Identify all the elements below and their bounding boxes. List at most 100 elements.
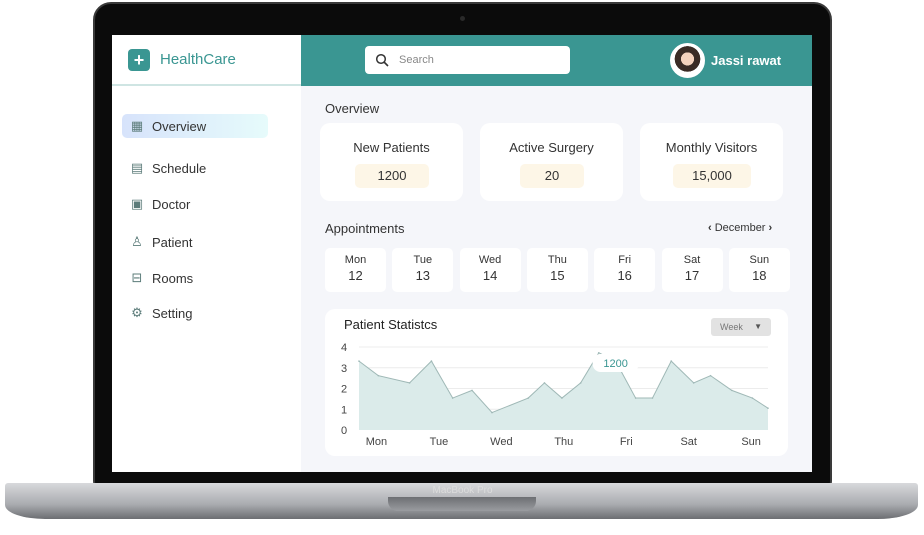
app-screen: + HealthCare ▦ Overview ▤ Schedule ▣ Doctor…	[112, 35, 812, 472]
data-point	[430, 360, 433, 362]
day-card-thu[interactable]: Thu 15	[526, 248, 588, 292]
day-name: Sun	[749, 254, 770, 266]
laptop-notch	[388, 497, 536, 511]
search-input[interactable]: Search	[365, 46, 570, 74]
data-point	[491, 411, 493, 414]
day-card-fri[interactable]: Fri 16	[594, 248, 656, 292]
sidebar-item-label: Schedule	[152, 160, 207, 176]
chart-title: Patient Statistcs	[344, 317, 438, 332]
brand: + HealthCare	[112, 35, 301, 86]
stat-label: Monthly Visitors	[665, 140, 758, 155]
data-point	[471, 389, 473, 392]
day-date: 18	[752, 268, 767, 283]
camera	[460, 16, 465, 21]
sidebar-item-label: Setting	[152, 305, 193, 321]
data-point	[634, 397, 637, 399]
sidebar-item-doctor[interactable]: ▣ Doctor	[122, 192, 268, 216]
sidebar-item-label: Overview	[152, 118, 207, 134]
day-date: 15	[550, 268, 565, 283]
x-tick-label: Sat	[680, 436, 697, 448]
day-card-sat[interactable]: Sat 17	[661, 248, 723, 292]
caret-down-icon: ▼	[754, 322, 762, 331]
day-name: Fri	[618, 254, 632, 266]
stat-value: 15,000	[673, 164, 751, 188]
sidebar-item-schedule[interactable]: ▤ Schedule	[122, 156, 268, 180]
sidebar-item-overview[interactable]: ▦ Overview	[122, 114, 268, 138]
day-date: 13	[415, 268, 431, 283]
x-tick-label: Tue	[430, 436, 449, 448]
data-point	[730, 389, 733, 392]
sidebar-item-label: Patient	[152, 234, 193, 250]
patient-statistics-card: Patient Statistcs Week ▼ 0 1 2 3 4 Mon Tue Wed Th…	[325, 309, 788, 456]
avatar[interactable]	[670, 43, 705, 78]
search-icon	[375, 53, 389, 67]
area-chart: 0 1 2 3 4 Mon Tue Wed Thu Fri Sat Sun 1200	[341, 342, 769, 448]
top-header: Search Jassi rawat	[301, 35, 812, 86]
user-name[interactable]: Jassi rawat	[711, 53, 782, 68]
day-date: 17	[684, 268, 700, 283]
gear-icon: ⚙	[131, 305, 143, 320]
day-name: Mon	[344, 254, 367, 266]
day-date: 14	[482, 268, 498, 283]
month-label: December	[714, 222, 766, 234]
clipboard-icon: ▣	[130, 196, 144, 211]
x-tick-label: Sun	[741, 436, 761, 448]
day-name: Tue	[413, 254, 433, 266]
day-date: 16	[617, 268, 632, 283]
plus-icon: +	[128, 49, 150, 71]
data-point	[651, 397, 654, 399]
data-point	[709, 374, 712, 377]
data-point	[451, 397, 454, 399]
x-tick-label: Thu	[554, 436, 573, 448]
day-date: 12	[348, 268, 363, 283]
x-tick-label: Mon	[366, 436, 387, 448]
sidebar-item-setting[interactable]: ⚙ Setting	[122, 301, 268, 325]
brand-name: HealthCare	[160, 51, 236, 68]
sidebar-item-rooms[interactable]: ⊟ Rooms	[122, 266, 268, 290]
x-tick-label: Wed	[490, 436, 512, 448]
chevron-right-icon[interactable]: ›	[768, 222, 773, 234]
day-card-sun[interactable]: Sun 18	[728, 248, 790, 292]
day-card-mon[interactable]: Mon 12	[325, 248, 386, 292]
day-card-tue[interactable]: Tue 13	[392, 248, 454, 292]
device-label: MacBook Pro	[432, 485, 493, 496]
day-card-wed[interactable]: Wed 14	[459, 248, 521, 292]
stat-card-active-surgery: Active Surgery 20	[480, 123, 623, 201]
data-point	[561, 397, 563, 399]
data-point	[543, 382, 546, 384]
data-point	[408, 382, 411, 384]
y-tick-label: 1	[341, 404, 347, 416]
data-point	[358, 360, 360, 362]
period-value: Week	[720, 322, 743, 332]
grid-icon: ▦	[130, 118, 144, 133]
sidebar-item-patient[interactable]: ♙ Patient	[122, 230, 268, 254]
month-selector[interactable]: ‹ December ›	[708, 222, 772, 234]
data-point	[527, 397, 530, 399]
y-tick-label: 4	[341, 342, 347, 354]
y-tick-label: 0	[341, 425, 347, 437]
sidebar: + HealthCare ▦ Overview ▤ Schedule ▣ Doctor…	[112, 35, 301, 472]
data-point	[767, 407, 769, 410]
stat-card-new-patients: New Patients 1200	[320, 123, 463, 201]
period-dropdown[interactable]: Week ▼	[711, 318, 771, 336]
data-point	[579, 382, 582, 384]
sidebar-item-label: Doctor	[152, 196, 191, 212]
stat-label: Active Surgery	[509, 140, 594, 155]
data-point	[377, 374, 380, 377]
search-placeholder: Search	[399, 54, 434, 66]
day-name: Sat	[683, 254, 701, 266]
stat-card-monthly-visitors: Monthly Visitors 15,000	[640, 123, 783, 201]
person-icon: ♙	[131, 234, 143, 249]
y-tick-label: 2	[341, 384, 347, 396]
tooltip-box	[592, 354, 639, 372]
area-fill	[359, 352, 768, 430]
stat-label: New Patients	[353, 140, 430, 155]
chevron-left-icon[interactable]: ‹	[708, 222, 712, 234]
bed-icon: ⊟	[131, 270, 143, 285]
tooltip-value: 1200	[603, 358, 627, 370]
y-tick-label: 3	[341, 363, 347, 375]
overview-title: Overview	[325, 101, 380, 116]
x-tick-label: Fri	[620, 436, 633, 448]
data-point	[597, 352, 600, 354]
day-name: Thu	[547, 254, 567, 266]
